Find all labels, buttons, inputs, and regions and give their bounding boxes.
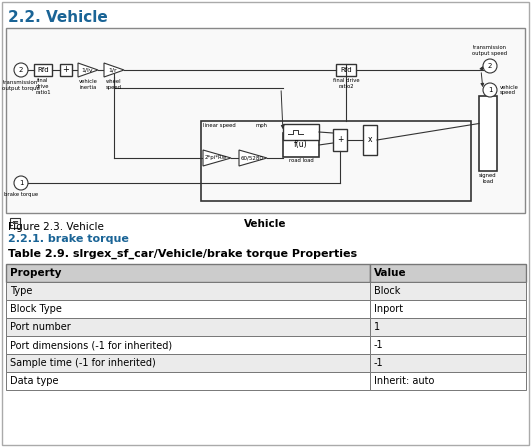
- FancyBboxPatch shape: [6, 217, 525, 231]
- Text: vehicle
speed: vehicle speed: [500, 84, 519, 95]
- Text: 1: 1: [19, 180, 23, 186]
- Text: x: x: [368, 135, 372, 144]
- Text: Value: Value: [374, 268, 406, 278]
- FancyBboxPatch shape: [6, 28, 525, 213]
- Text: 2: 2: [488, 63, 492, 69]
- Text: vehicle
inertia: vehicle inertia: [79, 79, 97, 90]
- FancyBboxPatch shape: [370, 282, 526, 300]
- Circle shape: [483, 59, 497, 73]
- Text: Rfd: Rfd: [340, 67, 352, 73]
- Text: brake torque: brake torque: [4, 192, 38, 197]
- FancyBboxPatch shape: [363, 125, 377, 155]
- Text: Vehicle: Vehicle: [244, 219, 287, 229]
- FancyBboxPatch shape: [6, 318, 370, 336]
- FancyBboxPatch shape: [6, 300, 370, 318]
- Text: -1: -1: [374, 358, 384, 368]
- FancyBboxPatch shape: [6, 372, 370, 390]
- Circle shape: [14, 176, 28, 190]
- Text: 1: 1: [488, 87, 492, 93]
- Text: transmission
output speed: transmission output speed: [472, 45, 508, 56]
- FancyBboxPatch shape: [370, 354, 526, 372]
- Text: Sample time (-1 for inherited): Sample time (-1 for inherited): [10, 358, 156, 368]
- FancyBboxPatch shape: [283, 133, 319, 157]
- FancyBboxPatch shape: [370, 300, 526, 318]
- Text: Block: Block: [374, 286, 401, 296]
- Text: 1/Iv: 1/Iv: [81, 67, 93, 72]
- Text: final
drive
ratio1: final drive ratio1: [35, 78, 51, 95]
- Text: Block Type: Block Type: [10, 304, 62, 314]
- Text: 1/r: 1/r: [109, 67, 118, 72]
- FancyBboxPatch shape: [370, 264, 526, 282]
- FancyBboxPatch shape: [370, 372, 526, 390]
- FancyBboxPatch shape: [34, 64, 52, 76]
- Text: Inherit: auto: Inherit: auto: [374, 376, 434, 386]
- Text: Data type: Data type: [10, 376, 59, 386]
- Text: 60/5280: 60/5280: [240, 156, 263, 160]
- Text: final drive
ratio2: final drive ratio2: [332, 78, 359, 89]
- FancyBboxPatch shape: [6, 354, 370, 372]
- Polygon shape: [104, 63, 124, 77]
- Text: Property: Property: [10, 268, 62, 278]
- Polygon shape: [203, 150, 231, 166]
- Text: Rfd: Rfd: [37, 67, 49, 73]
- Text: +: +: [63, 66, 70, 75]
- FancyBboxPatch shape: [6, 264, 370, 282]
- Text: 2*pi*Rw: 2*pi*Rw: [204, 156, 227, 160]
- Text: 2: 2: [19, 67, 23, 73]
- Text: Figure 2.3. Vehicle: Figure 2.3. Vehicle: [8, 222, 104, 232]
- Text: mph: mph: [255, 123, 267, 128]
- Text: signed
load: signed load: [479, 173, 497, 184]
- Circle shape: [483, 83, 497, 97]
- FancyBboxPatch shape: [201, 121, 471, 201]
- Text: f(u): f(u): [294, 140, 308, 149]
- Circle shape: [14, 63, 28, 77]
- Text: linear speed: linear speed: [203, 123, 235, 128]
- Text: transmission
output torque: transmission output torque: [2, 80, 40, 91]
- FancyBboxPatch shape: [479, 96, 497, 171]
- Text: ≡: ≡: [12, 219, 19, 228]
- Text: Table 2.9. slrgex_sf_car/Vehicle/brake torque Properties: Table 2.9. slrgex_sf_car/Vehicle/brake t…: [8, 249, 357, 259]
- FancyBboxPatch shape: [336, 64, 356, 76]
- Text: road load: road load: [289, 158, 313, 163]
- Text: Type: Type: [10, 286, 32, 296]
- Text: Port dimensions (-1 for inherited): Port dimensions (-1 for inherited): [10, 340, 172, 350]
- FancyBboxPatch shape: [6, 282, 370, 300]
- FancyBboxPatch shape: [333, 129, 347, 151]
- Text: Inport: Inport: [374, 304, 403, 314]
- Text: 2.2. Vehicle: 2.2. Vehicle: [8, 10, 108, 25]
- FancyBboxPatch shape: [6, 336, 370, 354]
- Polygon shape: [239, 150, 267, 166]
- FancyBboxPatch shape: [283, 124, 319, 140]
- Text: 2.2.1. brake torque: 2.2.1. brake torque: [8, 234, 129, 244]
- Text: +: +: [337, 135, 343, 144]
- Text: 1: 1: [374, 322, 380, 332]
- Text: -1: -1: [374, 340, 384, 350]
- Text: wheel
speed: wheel speed: [106, 79, 122, 90]
- FancyBboxPatch shape: [60, 64, 72, 76]
- FancyBboxPatch shape: [10, 218, 20, 228]
- FancyBboxPatch shape: [370, 318, 526, 336]
- FancyBboxPatch shape: [370, 336, 526, 354]
- Text: Port number: Port number: [10, 322, 71, 332]
- Polygon shape: [78, 63, 98, 77]
